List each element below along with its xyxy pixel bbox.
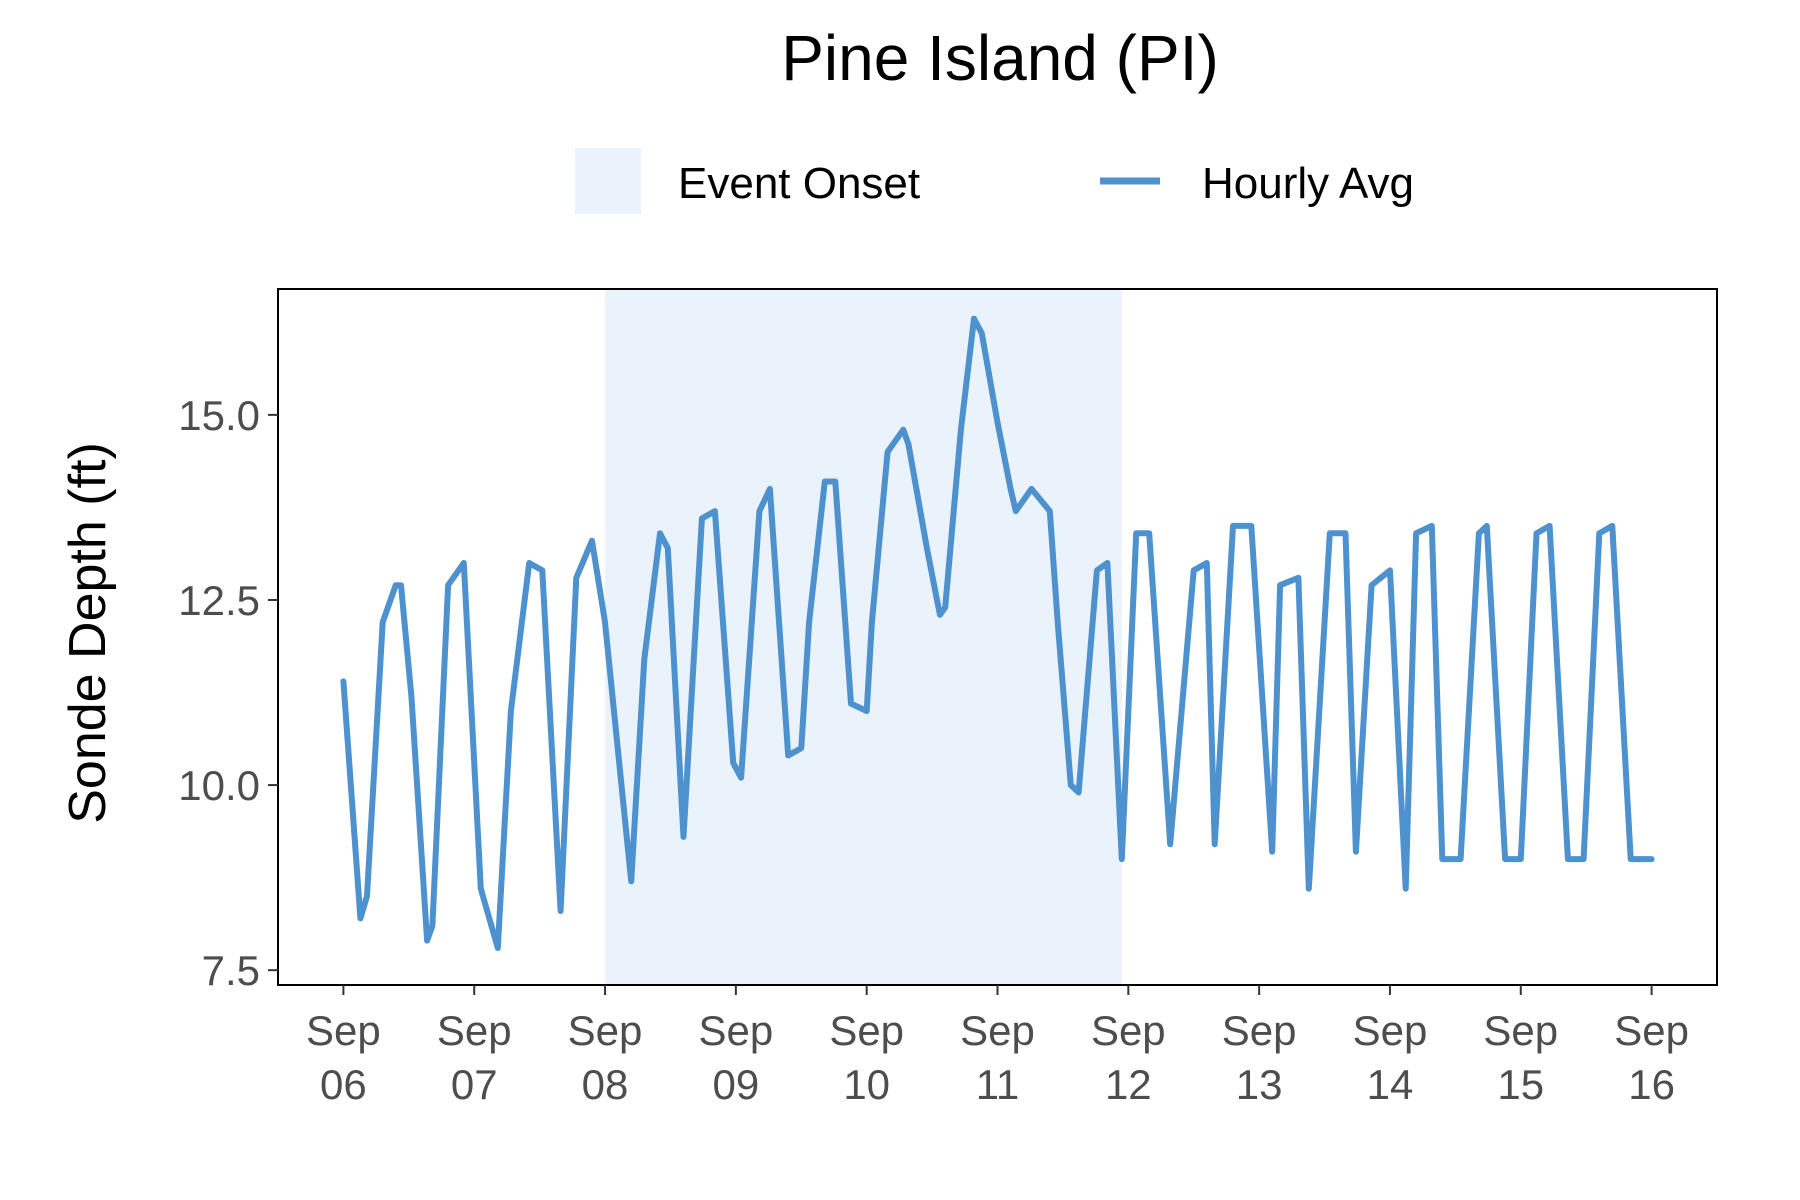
y-tick-label: 12.5 bbox=[178, 577, 260, 624]
x-tick-label-month: Sep bbox=[1091, 1007, 1166, 1054]
y-axis-label: Sonde Depth (ft) bbox=[59, 442, 117, 824]
shaded-region-layer bbox=[605, 289, 1122, 985]
x-tick-label-day: 13 bbox=[1236, 1061, 1283, 1108]
x-tick-label-month: Sep bbox=[698, 1007, 773, 1054]
legend-swatch-event-onset bbox=[575, 148, 641, 214]
series-layer bbox=[340, 315, 1655, 951]
x-tick-label-month: Sep bbox=[829, 1007, 904, 1054]
x-tick-label-month: Sep bbox=[1483, 1007, 1558, 1054]
x-axis: Sep 06 Sep 07 Sep 08 Sep 09 Sep 10 Sep 11 Sep 12 Sep 13… bbox=[306, 985, 1689, 1108]
x-tick-label-day: 11 bbox=[976, 1061, 1020, 1108]
x-tick-label-day: 12 bbox=[1105, 1061, 1152, 1108]
x-tick-label-month: Sep bbox=[306, 1007, 381, 1054]
x-tick-label-day: 14 bbox=[1367, 1061, 1414, 1108]
x-tick-label-day: 15 bbox=[1497, 1061, 1544, 1108]
x-tick-label-month: Sep bbox=[1614, 1007, 1689, 1054]
x-tick-label-month: Sep bbox=[1222, 1007, 1297, 1054]
y-tick-label: 7.5 bbox=[202, 947, 260, 994]
y-axis: 7.5 10.0 12.5 15.0 bbox=[178, 392, 278, 994]
y-tick-label: 15.0 bbox=[178, 392, 260, 439]
x-tick-label-day: 16 bbox=[1628, 1061, 1675, 1108]
x-tick-label-month: Sep bbox=[437, 1007, 512, 1054]
x-tick-label-month: Sep bbox=[568, 1007, 643, 1054]
legend-label-event-onset: Event Onset bbox=[678, 159, 920, 208]
event-onset-region bbox=[605, 289, 1122, 985]
x-tick-label-month: Sep bbox=[1353, 1007, 1428, 1054]
chart-title: Pine Island (PI) bbox=[781, 22, 1219, 94]
legend-label-hourly-avg: Hourly Avg bbox=[1202, 159, 1414, 208]
y-tick-label: 10.0 bbox=[178, 762, 260, 809]
x-tick-label-month: Sep bbox=[960, 1007, 1035, 1054]
series-line-hourly-avg bbox=[340, 315, 1655, 951]
legend: Event Onset Hourly Avg bbox=[575, 148, 1414, 214]
x-tick-label-day: 10 bbox=[843, 1061, 890, 1108]
x-tick-label-day: 06 bbox=[320, 1061, 367, 1108]
x-tick-label-day: 07 bbox=[451, 1061, 498, 1108]
x-tick-label-day: 09 bbox=[713, 1061, 760, 1108]
x-tick-label-day: 08 bbox=[582, 1061, 629, 1108]
